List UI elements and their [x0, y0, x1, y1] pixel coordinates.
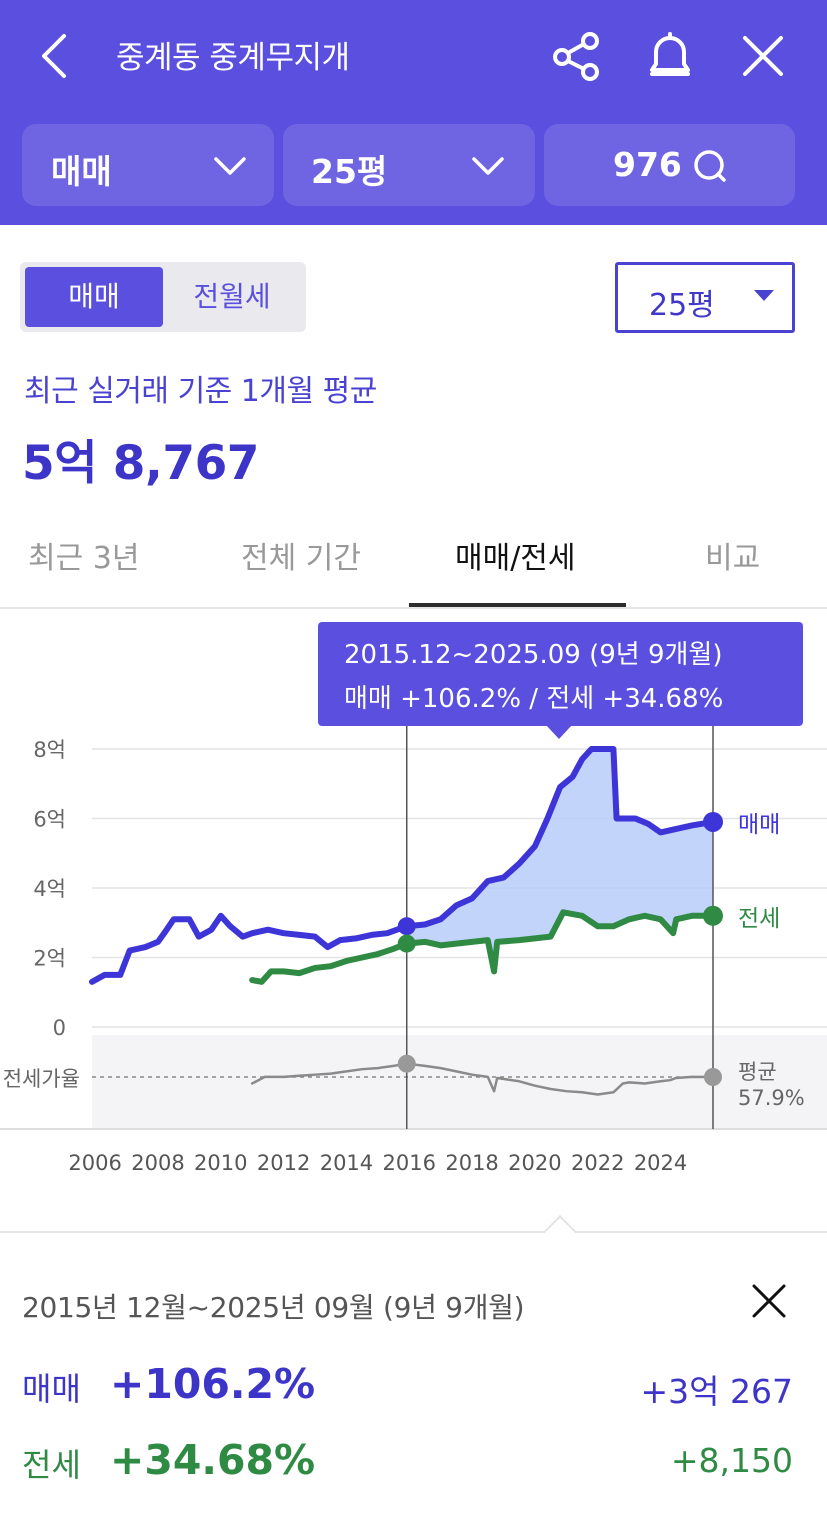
segment-rent[interactable]: 전월세: [193, 280, 271, 313]
comment-count: 976: [613, 145, 682, 184]
jeonse-end-marker: [703, 905, 723, 926]
sale-change-label: 매매: [22, 1370, 81, 1408]
close-icon: [743, 36, 783, 76]
jeonse-series-label: 전세: [738, 906, 780, 932]
series-layer: [89, 746, 716, 1096]
marker-layer: [397, 811, 723, 1086]
detail-period: 2015년 12월~2025년 09월 (9년 9개월): [22, 1291, 525, 1324]
page-title: 중계동 중계무지개: [116, 40, 350, 76]
tab-indicator: [409, 603, 626, 608]
deal-type-label: 매매: [51, 152, 112, 191]
y-tick-label: 2억: [33, 947, 66, 971]
share-button[interactable]: [548, 26, 604, 86]
x-tick-label: 2012: [257, 1151, 310, 1175]
ratio-axis-label: 전세가율: [3, 1067, 80, 1091]
tab-compare[interactable]: 비교: [705, 541, 761, 576]
tab-recent-3y[interactable]: 최근 3년: [28, 541, 140, 576]
jeonse-change-percent: +34.68%: [110, 1436, 316, 1484]
deal-type-segment: 매매 전월세: [20, 262, 306, 332]
detail-close-button[interactable]: [748, 1280, 790, 1322]
chevron-down-icon: [214, 157, 246, 175]
size-select-value: 25평: [649, 288, 715, 323]
y-tick-label: 6억: [33, 808, 66, 832]
back-button[interactable]: [30, 26, 80, 86]
ratio-start-marker: [397, 1054, 416, 1073]
top-app-bar: 중계동 중계무지개 매매 25평 97: [0, 0, 827, 225]
ratio-average-label: 평균: [738, 1060, 777, 1084]
x-tick-label: 2006: [68, 1151, 121, 1175]
average-price: 5억 8,767: [22, 436, 259, 491]
size-dropdown[interactable]: 25평: [283, 124, 535, 206]
x-tick-label: 2014: [320, 1151, 373, 1175]
tooltip-period: 2015.12~2025.09 (9년 9개월): [344, 640, 723, 670]
price-basis-label: 최근 실거래 기준 1개월 평균: [24, 374, 377, 409]
ratio-end-marker: [704, 1068, 722, 1086]
sale-start-marker: [397, 917, 416, 936]
ratio-panel-background: [92, 1035, 827, 1129]
y-tick-label: 0: [53, 1016, 66, 1040]
comments-button[interactable]: 976: [544, 124, 795, 206]
close-icon: [752, 1284, 786, 1318]
tab-all-period[interactable]: 전체 기간: [241, 541, 361, 576]
y-tick-label: 4억: [33, 877, 66, 901]
caret-down-icon: [754, 290, 774, 301]
tabs-divider: [0, 607, 827, 609]
chart-grid: [92, 748, 827, 1028]
x-tick-label: 2008: [131, 1151, 184, 1175]
notification-button[interactable]: [642, 26, 698, 86]
size-label: 25평: [311, 152, 388, 191]
tab-sale-jeonse[interactable]: 매매/전세: [455, 541, 576, 576]
x-tick-label: 2022: [571, 1151, 624, 1175]
sale-change-percent: +106.2%: [110, 1360, 316, 1408]
selection-fill: [406, 749, 713, 972]
y-tick-label: 8억: [33, 738, 66, 762]
ratio-line: [250, 1062, 715, 1096]
jeonse-start-marker: [397, 934, 416, 953]
x-tick-label: 2020: [508, 1151, 561, 1175]
ratio-average-value: 57.9%: [738, 1086, 805, 1110]
jeonse-change-amount: +8,150: [670, 1441, 793, 1480]
range-tooltip: 2015.12~2025.09 (9년 9개월) 매매 +106.2% / 전세…: [318, 622, 803, 739]
jeonse-change-label: 전세: [22, 1446, 81, 1484]
card-divider: [0, 1231, 827, 1233]
price-chart[interactable]: 0 2억 4억 6억 8억 2006 2008 2010 2012 2014 2016 2018 202…: [0, 609, 827, 1199]
sale-end-marker: [703, 811, 723, 832]
deal-type-dropdown[interactable]: 매매: [22, 124, 274, 206]
selection-area: [406, 749, 713, 972]
chevron-left-icon: [42, 34, 66, 78]
bell-icon: [650, 32, 690, 76]
sale-change-amount: +3억 267: [640, 1372, 793, 1411]
x-tick-label: 2010: [194, 1151, 247, 1175]
jeonse-line: [249, 909, 716, 985]
sale-series-label: 매매: [738, 812, 780, 838]
chevron-down-icon: [472, 157, 504, 175]
x-tick-label: 2024: [634, 1151, 687, 1175]
close-button[interactable]: [735, 26, 791, 86]
comment-bubble-icon: [694, 150, 726, 182]
size-select[interactable]: 25평: [615, 262, 795, 333]
sale-line: [89, 746, 716, 985]
x-tick-label: 2016: [383, 1151, 436, 1175]
tooltip-arrow: [546, 725, 572, 739]
share-icon: [553, 32, 599, 81]
card-notch: [543, 1215, 577, 1249]
x-tick-label: 2018: [445, 1151, 498, 1175]
tooltip-changes: 매매 +106.2% / 전세 +34.68%: [344, 684, 724, 714]
segment-sale[interactable]: 매매: [25, 267, 163, 327]
tick-layer: 0 2억 4억 6억 8억 2006 2008 2010 2012 2014 2016 2018 202…: [33, 738, 687, 1175]
